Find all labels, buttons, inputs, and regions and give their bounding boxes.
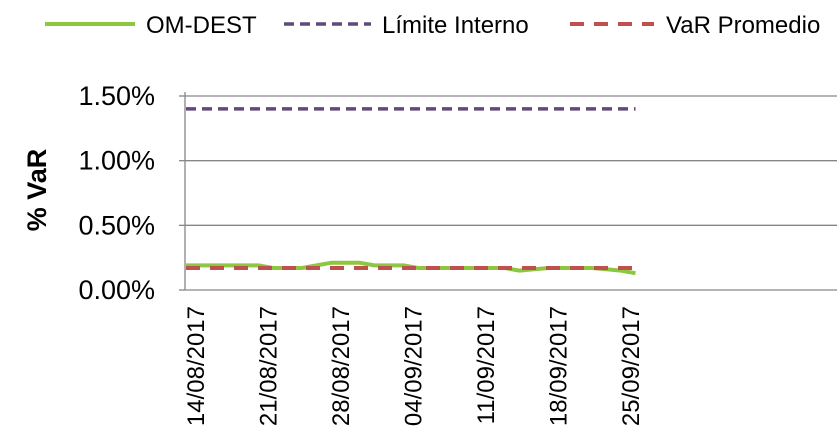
x-tick-label: 25/09/2017 [618, 306, 645, 426]
x-tick-label: 11/09/2017 [473, 306, 500, 424]
legend: OM-DEST Límite Interno VaR Promedio [45, 12, 820, 39]
x-tick-label: 04/09/2017 [401, 306, 428, 426]
y-axis-ticks: 0.00% 0.50% 1.00% 1.50% [78, 81, 185, 305]
y-tick-label: 0.50% [78, 210, 155, 240]
legend-label: OM-DEST [146, 12, 257, 39]
x-tick-label: 14/08/2017 [183, 306, 210, 426]
x-tick-label: 18/09/2017 [546, 306, 573, 426]
y-tick-label: 1.00% [78, 146, 155, 176]
y-tick-label: 0.00% [78, 275, 155, 305]
plot-area [184, 92, 837, 291]
series-group [186, 107, 636, 276]
y-axis-title: % VaR [22, 149, 52, 232]
x-axis-ticks: 14/08/2017 21/08/2017 28/08/2017 04/09/2017… [183, 306, 645, 426]
x-tick-label: 21/08/2017 [256, 306, 283, 426]
gridlines [185, 95, 837, 226]
x-tick-label: 28/08/2017 [328, 306, 355, 426]
legend-label: VaR Promedio [666, 12, 820, 39]
y-tick-label: 1.50% [78, 81, 155, 111]
legend-label: Límite Interno [382, 12, 529, 39]
